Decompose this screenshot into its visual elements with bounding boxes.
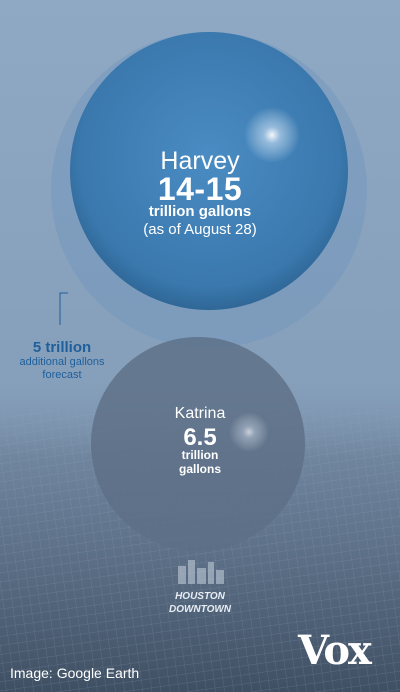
forecast-text-line2: forecast — [42, 369, 82, 381]
harvey-highlight — [244, 107, 300, 163]
harvey-label: Harvey — [160, 147, 240, 175]
forecast-text-line1: additional gallons — [19, 356, 105, 368]
harvey-circle — [70, 32, 348, 310]
katrina-label: Katrina — [174, 405, 226, 422]
katrina-value: 6.5 — [183, 424, 217, 451]
vox-logo: Vox — [298, 627, 372, 674]
map-label-line2: DOWNTOWN — [168, 604, 232, 615]
forecast-value: 5 trillion — [32, 339, 92, 356]
forecast-leader-line — [59, 292, 68, 325]
harvey-note: (as of August 28) — [143, 221, 257, 238]
map-label-line1: HOUSTON — [175, 591, 225, 602]
katrina-circle — [91, 337, 305, 551]
harvey-value: 14-15 — [157, 171, 243, 207]
katrina-unit-line1: trillion — [181, 448, 219, 462]
image-credit: Image: Google Earth — [10, 665, 140, 681]
katrina-highlight — [229, 412, 269, 452]
katrina-unit-line2: gallons — [178, 462, 221, 476]
downtown-skyline — [178, 560, 224, 584]
harvey-unit: trillion gallons — [148, 203, 252, 220]
